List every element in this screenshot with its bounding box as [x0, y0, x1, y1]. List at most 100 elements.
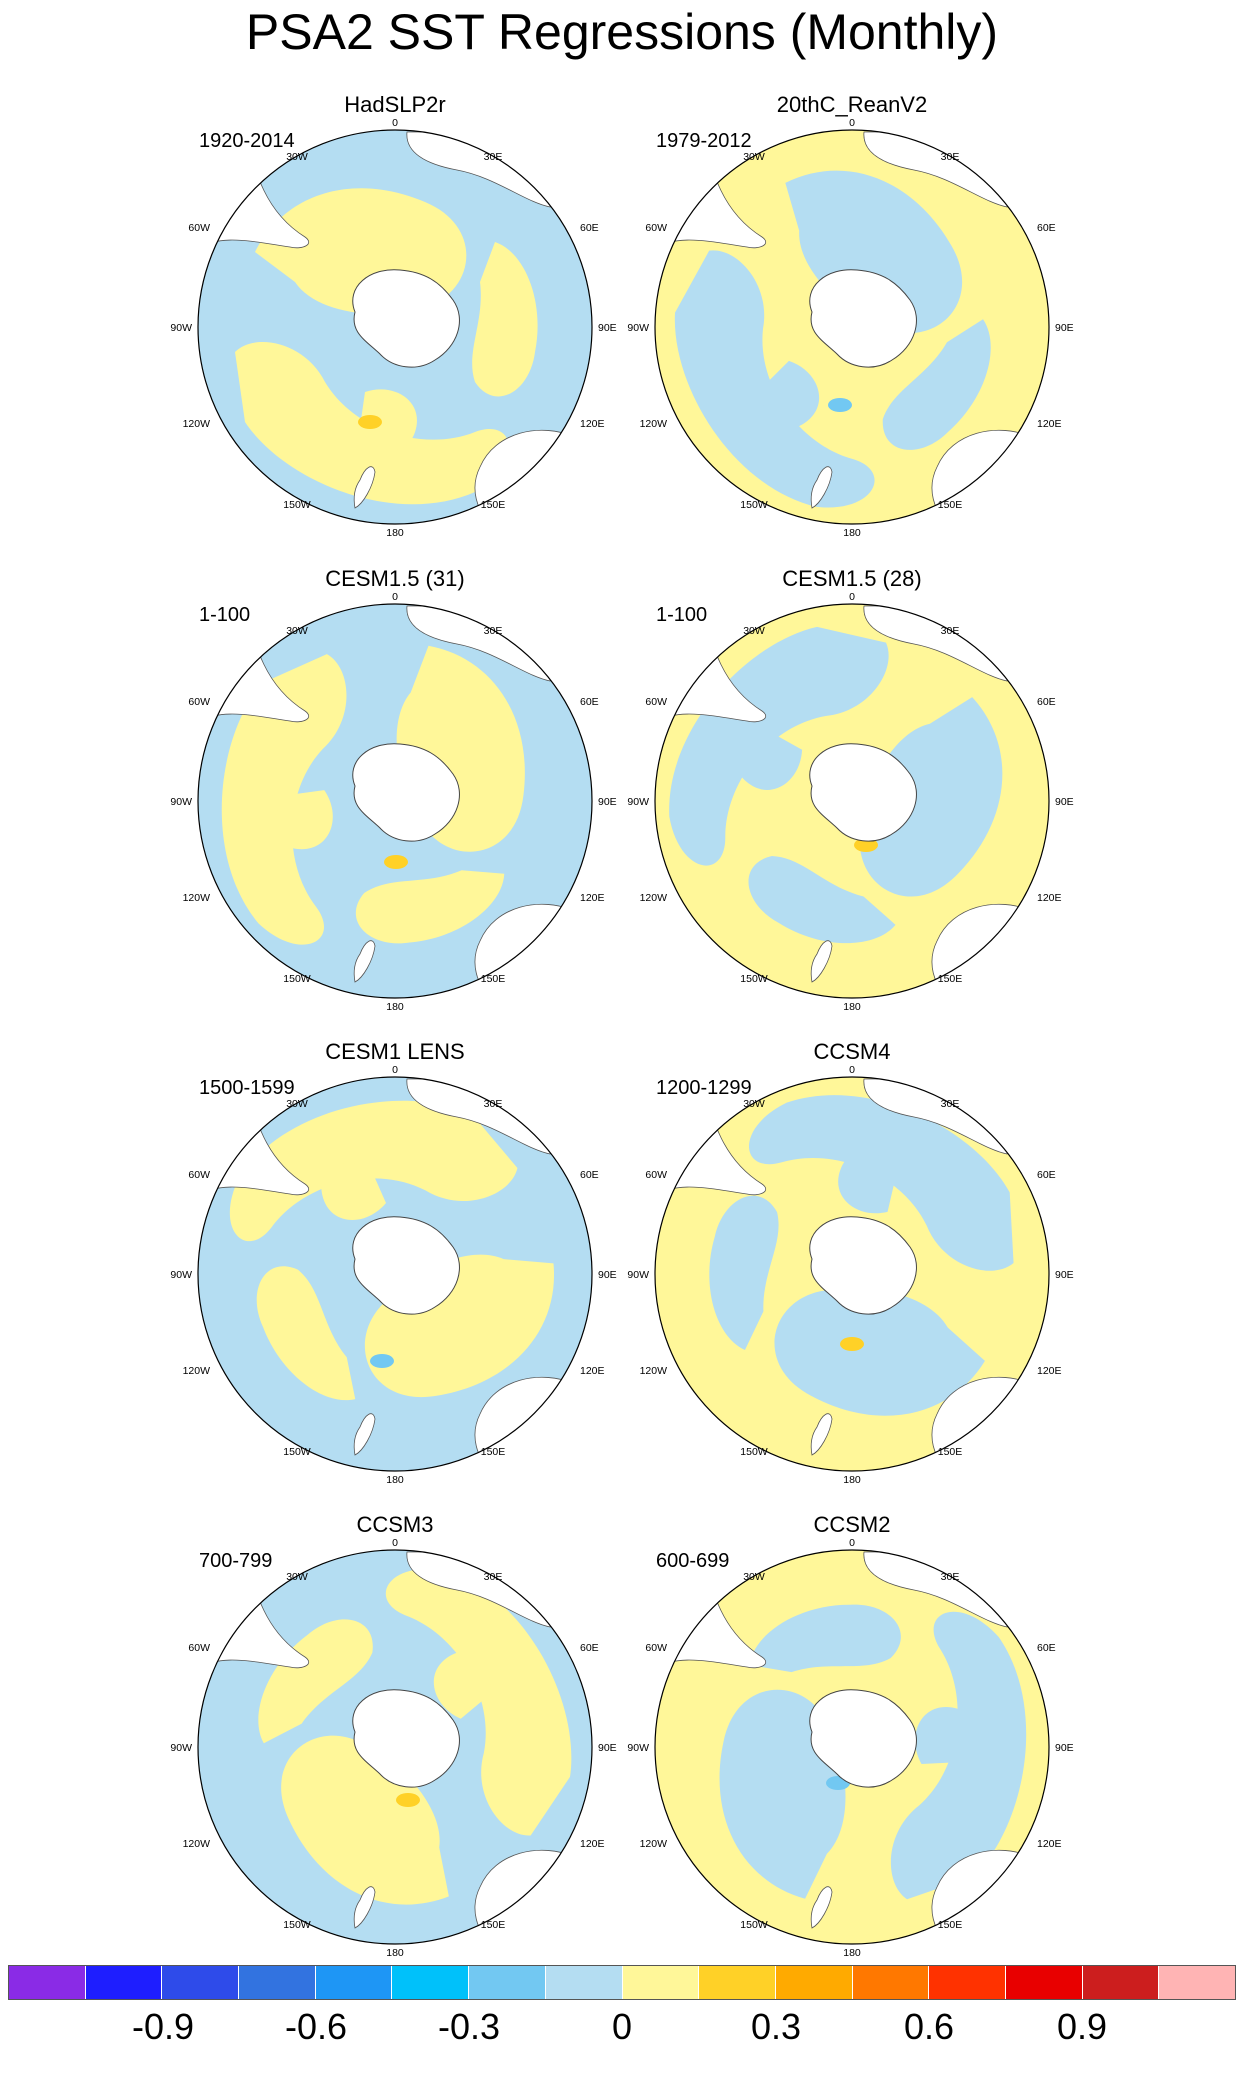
colorbar-swatch [852, 1966, 930, 1999]
longitude-label: 120E [580, 892, 605, 904]
longitude-label: 120W [640, 892, 668, 904]
antarctica-landmass [809, 743, 917, 842]
longitude-label: 90W [170, 322, 192, 334]
new-zealand-landmass [353, 466, 376, 509]
longitude-label: 150E [938, 973, 963, 985]
antarctica-landmass [352, 1216, 460, 1315]
longitude-label: 150E [481, 499, 506, 511]
panel-title: CCSM2 [813, 1512, 891, 1537]
longitude-label: 90W [627, 1742, 649, 1754]
longitude-label: 30E [484, 1098, 503, 1110]
polar-map: 0 180 90W 90E 30W 60W 30E 60E 120W 150W 120E 150E [170, 591, 616, 1013]
longitude-label: 90W [170, 1742, 192, 1754]
colorbar-swatch [545, 1966, 623, 1999]
anomaly-region [221, 654, 347, 945]
colorbar-label: -0.3 [437, 2006, 501, 2047]
colorbar-swatch [85, 1966, 163, 1999]
map-border [654, 603, 1050, 999]
colorbar-labels: -0.9 -0.6 -0.3 0 0.3 0.6 0.9 [0, 2005, 1244, 2055]
map-panel: CESM1.5 (28) 1-100 0 180 90W 90E 30W 60W 30E 60E 1… [627, 566, 1073, 1036]
longitude-label: 150E [938, 499, 963, 511]
longitude-label: 120E [580, 1838, 605, 1850]
longitude-label: 0 [392, 591, 398, 603]
longitude-label: 30W [286, 1098, 308, 1110]
longitude-label: 180 [386, 1001, 404, 1013]
map-border [197, 1549, 593, 1945]
longitude-label: 60W [645, 1642, 667, 1654]
longitude-label: 30E [484, 151, 503, 163]
longitude-label: 30E [484, 1571, 503, 1583]
longitude-label: 120W [640, 1838, 668, 1850]
antarctica-landmass [809, 1216, 917, 1315]
longitude-label: 0 [392, 1537, 398, 1549]
polar-map: 0 180 90W 90E 30W 60W 30E 60E 120W 150W 120E 150E [170, 1537, 616, 1959]
longitude-label: 150E [938, 1919, 963, 1931]
anomaly-region [749, 1095, 1014, 1271]
longitude-label: 90W [170, 796, 192, 808]
longitude-label: 120W [640, 418, 668, 430]
new-zealand-landmass [810, 1886, 833, 1929]
longitude-label: 180 [843, 1947, 861, 1959]
anomaly-region [749, 1604, 901, 1673]
colorbar-swatch [239, 1966, 316, 1999]
longitude-label: 90E [1055, 1269, 1074, 1281]
anomaly-patch [384, 855, 408, 869]
antarctica-landmass [809, 269, 917, 368]
map-border [654, 1549, 1050, 1945]
longitude-label: 150E [938, 1446, 963, 1458]
polar-map: 0 180 90W 90E 30W 60W 30E 60E 120W 150W 120E 150E [627, 117, 1073, 539]
longitude-label: 150W [283, 973, 311, 985]
longitude-label: 120W [640, 1365, 668, 1377]
longitude-label: 30W [743, 625, 765, 637]
longitude-label: 60E [580, 696, 599, 708]
longitude-label: 0 [392, 1064, 398, 1076]
longitude-label: 30E [941, 151, 960, 163]
longitude-label: 30W [286, 1571, 308, 1583]
longitude-label: 90W [627, 1269, 649, 1281]
anomaly-region [229, 1100, 518, 1242]
longitude-label: 60W [188, 696, 210, 708]
longitude-label: 150W [283, 1919, 311, 1931]
anomaly-region [762, 360, 820, 429]
longitude-label: 60E [1037, 222, 1056, 234]
longitude-label: 60W [188, 222, 210, 234]
panel-period: 1920-2014 [199, 130, 295, 152]
polar-map: 0 180 90W 90E 30W 60W 30E 60E 120W 150W 120E 150E [627, 1064, 1073, 1486]
panel-title: CESM1.5 (31) [325, 566, 465, 591]
colorbar-swatch [699, 1966, 776, 1999]
colorbar-swatch [622, 1966, 700, 1999]
map-panel: HadSLP2r 1920-2014 0 180 90W 90E 30W 60W 30E 60E 1… [170, 92, 616, 562]
colorbar-label: 0.9 [1056, 2006, 1108, 2047]
panel-period: 1979-2012 [656, 130, 752, 152]
longitude-label: 30E [941, 1571, 960, 1583]
anomaly-region [838, 1151, 896, 1214]
longitude-label: 90E [598, 1269, 617, 1281]
longitude-label: 60E [580, 1169, 599, 1181]
map-border [654, 1076, 1050, 1472]
longitude-label: 120E [580, 418, 605, 430]
longitude-label: 90E [1055, 1742, 1074, 1754]
colorbar-label: -0.9 [131, 2006, 195, 2047]
anomaly-region [386, 1569, 572, 1836]
anomaly-region [360, 389, 417, 451]
longitude-label: 180 [843, 527, 861, 539]
longitude-label: 90W [627, 322, 649, 334]
colorbar-swatch [1005, 1966, 1083, 1999]
map-border [197, 129, 593, 525]
longitude-label: 60E [580, 1642, 599, 1654]
anomaly-region [748, 855, 896, 944]
colorbar-swatch [1159, 1966, 1235, 1999]
longitude-label: 60W [188, 1169, 210, 1181]
longitude-label: 30W [286, 151, 308, 163]
colorbar-swatch [392, 1966, 470, 1999]
panel-title: CCSM3 [356, 1512, 434, 1537]
panel-period: 1-100 [199, 604, 251, 626]
longitude-label: 60W [645, 222, 667, 234]
colorbar-label: 0.6 [903, 2006, 955, 2047]
panel-period: 700-799 [199, 1550, 273, 1572]
longitude-label: 120E [1037, 418, 1062, 430]
longitude-label: 90E [598, 322, 617, 334]
anomaly-patch [840, 1337, 864, 1351]
antarctica-landmass [809, 1689, 917, 1788]
anomaly-region [321, 1163, 386, 1220]
